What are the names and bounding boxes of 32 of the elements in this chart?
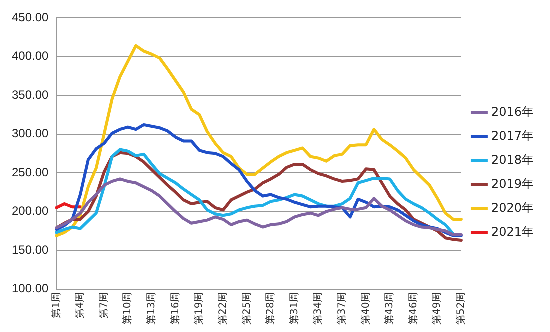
y-tick-label: 100.00 — [12, 282, 50, 296]
x-tick-label: 第25周 — [240, 292, 253, 326]
legend-label: 2017年 — [491, 129, 534, 144]
x-tick-label: 第49周 — [431, 292, 444, 326]
x-tick-label: 第16周 — [169, 292, 182, 326]
x-tick-label: 第13周 — [146, 292, 158, 326]
x-tick-label: 第1周 — [50, 292, 62, 319]
y-tick-label: 450.00 — [12, 10, 50, 24]
legend-label: 2021年 — [491, 225, 534, 240]
x-tick-label: 第34周 — [312, 292, 324, 326]
x-tick-label: 第40周 — [360, 292, 372, 326]
y-tick-label: 250.00 — [12, 165, 50, 180]
x-tick-label: 第10周 — [122, 292, 134, 326]
y-tick-label: 400.00 — [12, 49, 50, 64]
y-tick-label: 300.00 — [12, 126, 50, 141]
legend-label: 2018年 — [491, 153, 534, 168]
y-tick-label: 200.00 — [12, 204, 50, 218]
legend-label: 2019年 — [491, 177, 534, 192]
x-tick-label: 第22周 — [216, 292, 229, 326]
x-tick-label: 第7周 — [98, 292, 110, 319]
y-tick-label: 350.00 — [12, 88, 50, 102]
y-tick-label: 150.00 — [12, 242, 50, 257]
x-tick-label: 第4周 — [74, 292, 86, 319]
x-tick-label: 第37周 — [336, 292, 348, 326]
x-tick-label: 第43周 — [384, 292, 396, 326]
x-tick-label: 第28周 — [264, 292, 277, 326]
legend-label: 2016年 — [491, 105, 534, 120]
x-tick-label: 第46周 — [407, 292, 420, 326]
x-tick-label: 第19周 — [193, 292, 206, 326]
legend-label: 2020年 — [491, 201, 534, 216]
x-tick-label: 第52周 — [455, 292, 468, 326]
x-tick-label: 第31周 — [288, 292, 300, 326]
